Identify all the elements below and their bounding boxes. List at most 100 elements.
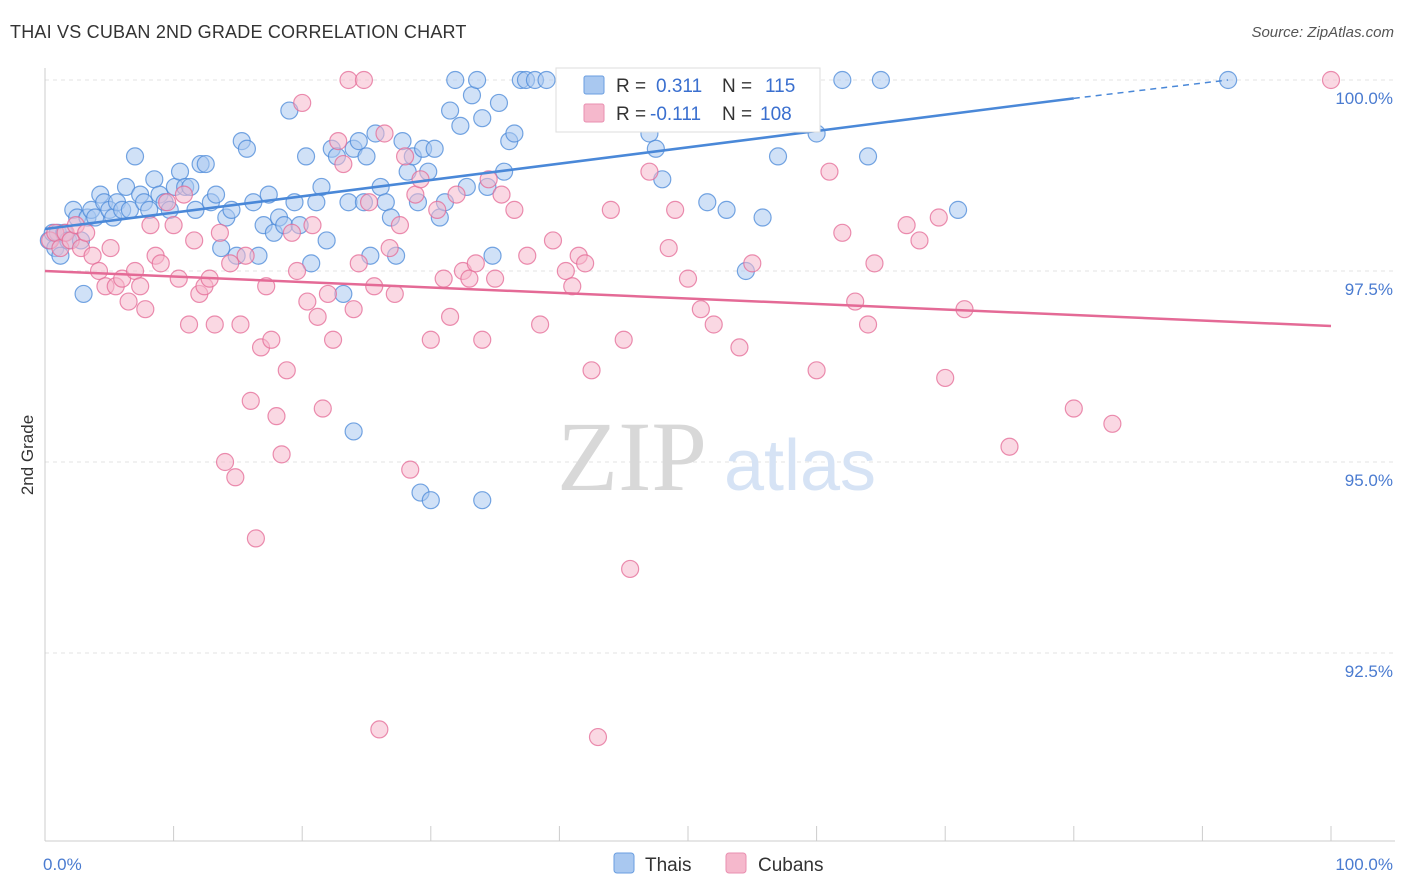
thais-point <box>768 147 788 166</box>
thais-point <box>334 284 353 304</box>
cubans-point <box>185 231 204 250</box>
tick-labels: 100.0% 97.5% 95.0% 92.5% 0.0% 100.0% <box>43 89 1393 874</box>
cubans-point <box>221 254 240 273</box>
cubans-point <box>179 315 199 334</box>
legend-thais-r-value: 0.311 <box>656 76 702 97</box>
thais-point <box>446 70 465 90</box>
cubans-point <box>447 185 466 204</box>
thais-point <box>296 147 316 166</box>
cubans-point <box>119 292 138 311</box>
thais-point <box>125 147 145 166</box>
thais-point <box>421 491 440 510</box>
cubans-point <box>231 315 250 334</box>
cubans-point <box>246 529 266 548</box>
cubans-point <box>375 124 394 143</box>
cubans-point <box>820 162 839 181</box>
cubans-point <box>287 261 307 281</box>
cubans-point <box>308 307 327 326</box>
legend-thais-n-label: N = <box>722 76 752 97</box>
cubans-point <box>380 238 399 258</box>
cubans-point <box>131 277 150 296</box>
cubans-point <box>215 452 235 472</box>
thais-point <box>376 193 395 212</box>
thais-point <box>349 132 368 151</box>
thais-point <box>312 177 331 197</box>
cubans-point <box>614 330 633 349</box>
thais-point <box>473 491 492 510</box>
cubans-point <box>460 269 479 288</box>
cubans-point <box>205 315 224 334</box>
cubans-point <box>1064 399 1083 418</box>
bottom-legend-cubans: Cubans <box>758 855 824 876</box>
cubans-point <box>556 261 575 281</box>
cubans-point <box>141 216 160 235</box>
thais-point <box>698 193 717 212</box>
cubans-point <box>865 254 884 273</box>
y-tick-label: 97.5% <box>1345 280 1393 299</box>
bottom-legend-thais: Thais <box>645 855 691 876</box>
cubans-point <box>936 368 955 388</box>
thais-point <box>317 231 336 250</box>
cubans-point <box>83 246 102 265</box>
cubans-point <box>505 200 524 219</box>
cubans-point <box>582 361 601 380</box>
y-tick-label: 92.5% <box>1345 662 1393 681</box>
cubans-point <box>226 468 245 487</box>
legend-thais-n-value: 115 <box>765 76 795 97</box>
thais-point <box>858 147 878 166</box>
cubans-point <box>531 315 550 334</box>
cubans-point <box>282 223 302 242</box>
cubans-point <box>659 238 678 258</box>
cubans-point <box>678 269 698 288</box>
cubans-point <box>339 70 358 90</box>
cubans-point <box>303 216 322 235</box>
thais-point <box>473 109 492 128</box>
cubans-point <box>329 132 348 151</box>
cubans-point <box>428 200 447 219</box>
cubans-point <box>125 261 145 281</box>
cubans-point <box>1321 70 1341 90</box>
cubans-point <box>318 284 338 304</box>
thais-point <box>339 193 358 212</box>
cubans-point <box>334 154 353 174</box>
cubans-point <box>473 330 492 349</box>
cubans-point <box>518 246 537 265</box>
cubans-point <box>666 200 685 219</box>
cubans-point <box>298 292 317 311</box>
cubans-point <box>151 254 170 273</box>
cubans-point <box>466 254 485 273</box>
thais-point <box>206 185 226 204</box>
cubans-point <box>313 399 332 418</box>
cubans-point <box>730 338 749 357</box>
x-tick-label: 0.0% <box>43 855 82 874</box>
thais-trend-extension <box>1073 79 1229 100</box>
cubans-point <box>210 223 229 242</box>
thais-point <box>196 154 215 174</box>
cubans-point <box>576 254 595 273</box>
thais-point <box>462 86 482 105</box>
cubans-point <box>169 269 188 288</box>
gridlines <box>45 79 1395 654</box>
thais-point <box>489 93 509 113</box>
cubans-point <box>349 254 368 273</box>
cubans-point <box>434 269 453 288</box>
cubans-point <box>440 307 460 326</box>
legend-cubans-r-label: R = <box>616 104 646 125</box>
watermark-atlas: atlas <box>724 426 876 506</box>
cubans-point <box>257 277 276 296</box>
watermark-zip: ZIP <box>557 401 707 512</box>
thais-point <box>116 177 136 197</box>
cubans-point <box>293 93 312 113</box>
thais-point <box>440 101 460 120</box>
cubans-point <box>236 246 255 265</box>
thais-point <box>393 132 412 151</box>
thais-point <box>753 208 772 227</box>
cubans-point <box>262 330 281 349</box>
cubans-point <box>370 720 389 739</box>
thais-trend-line <box>44 97 1074 231</box>
cubans-point <box>390 216 410 235</box>
thais-point <box>302 254 321 273</box>
cubans-point <box>691 300 710 319</box>
cubans-point <box>89 261 109 281</box>
